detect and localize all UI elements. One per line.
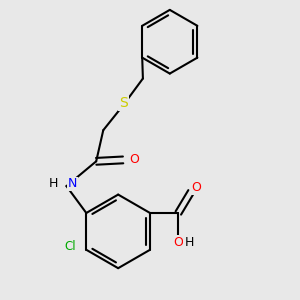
Text: H: H — [184, 236, 194, 249]
Text: O: O — [173, 236, 183, 249]
Text: O: O — [130, 153, 139, 166]
Text: H: H — [49, 178, 58, 190]
Text: N: N — [68, 178, 77, 190]
Text: O: O — [191, 181, 201, 194]
Text: S: S — [119, 96, 128, 110]
Text: Cl: Cl — [64, 241, 76, 254]
